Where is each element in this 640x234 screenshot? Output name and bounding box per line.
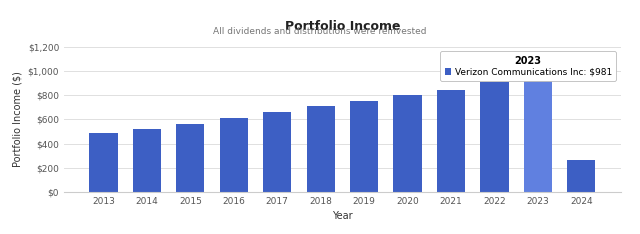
Text: All dividends and distributions were reinvested: All dividends and distributions were rei… (213, 27, 427, 36)
Bar (220, 118, 248, 192)
Bar (350, 101, 378, 192)
Bar (394, 95, 422, 192)
Bar (481, 82, 509, 192)
Bar (263, 112, 291, 192)
Bar (90, 133, 118, 192)
Legend: Verizon Communications Inc: $981: Verizon Communications Inc: $981 (440, 51, 616, 81)
Bar (176, 124, 204, 192)
Title: Portfolio Income: Portfolio Income (285, 20, 400, 33)
Y-axis label: Portfolio Income ($): Portfolio Income ($) (12, 71, 22, 167)
Bar (437, 90, 465, 192)
Bar (567, 160, 595, 192)
Bar (132, 129, 161, 192)
Bar (524, 73, 552, 192)
Bar (307, 106, 335, 192)
X-axis label: Year: Year (332, 211, 353, 221)
